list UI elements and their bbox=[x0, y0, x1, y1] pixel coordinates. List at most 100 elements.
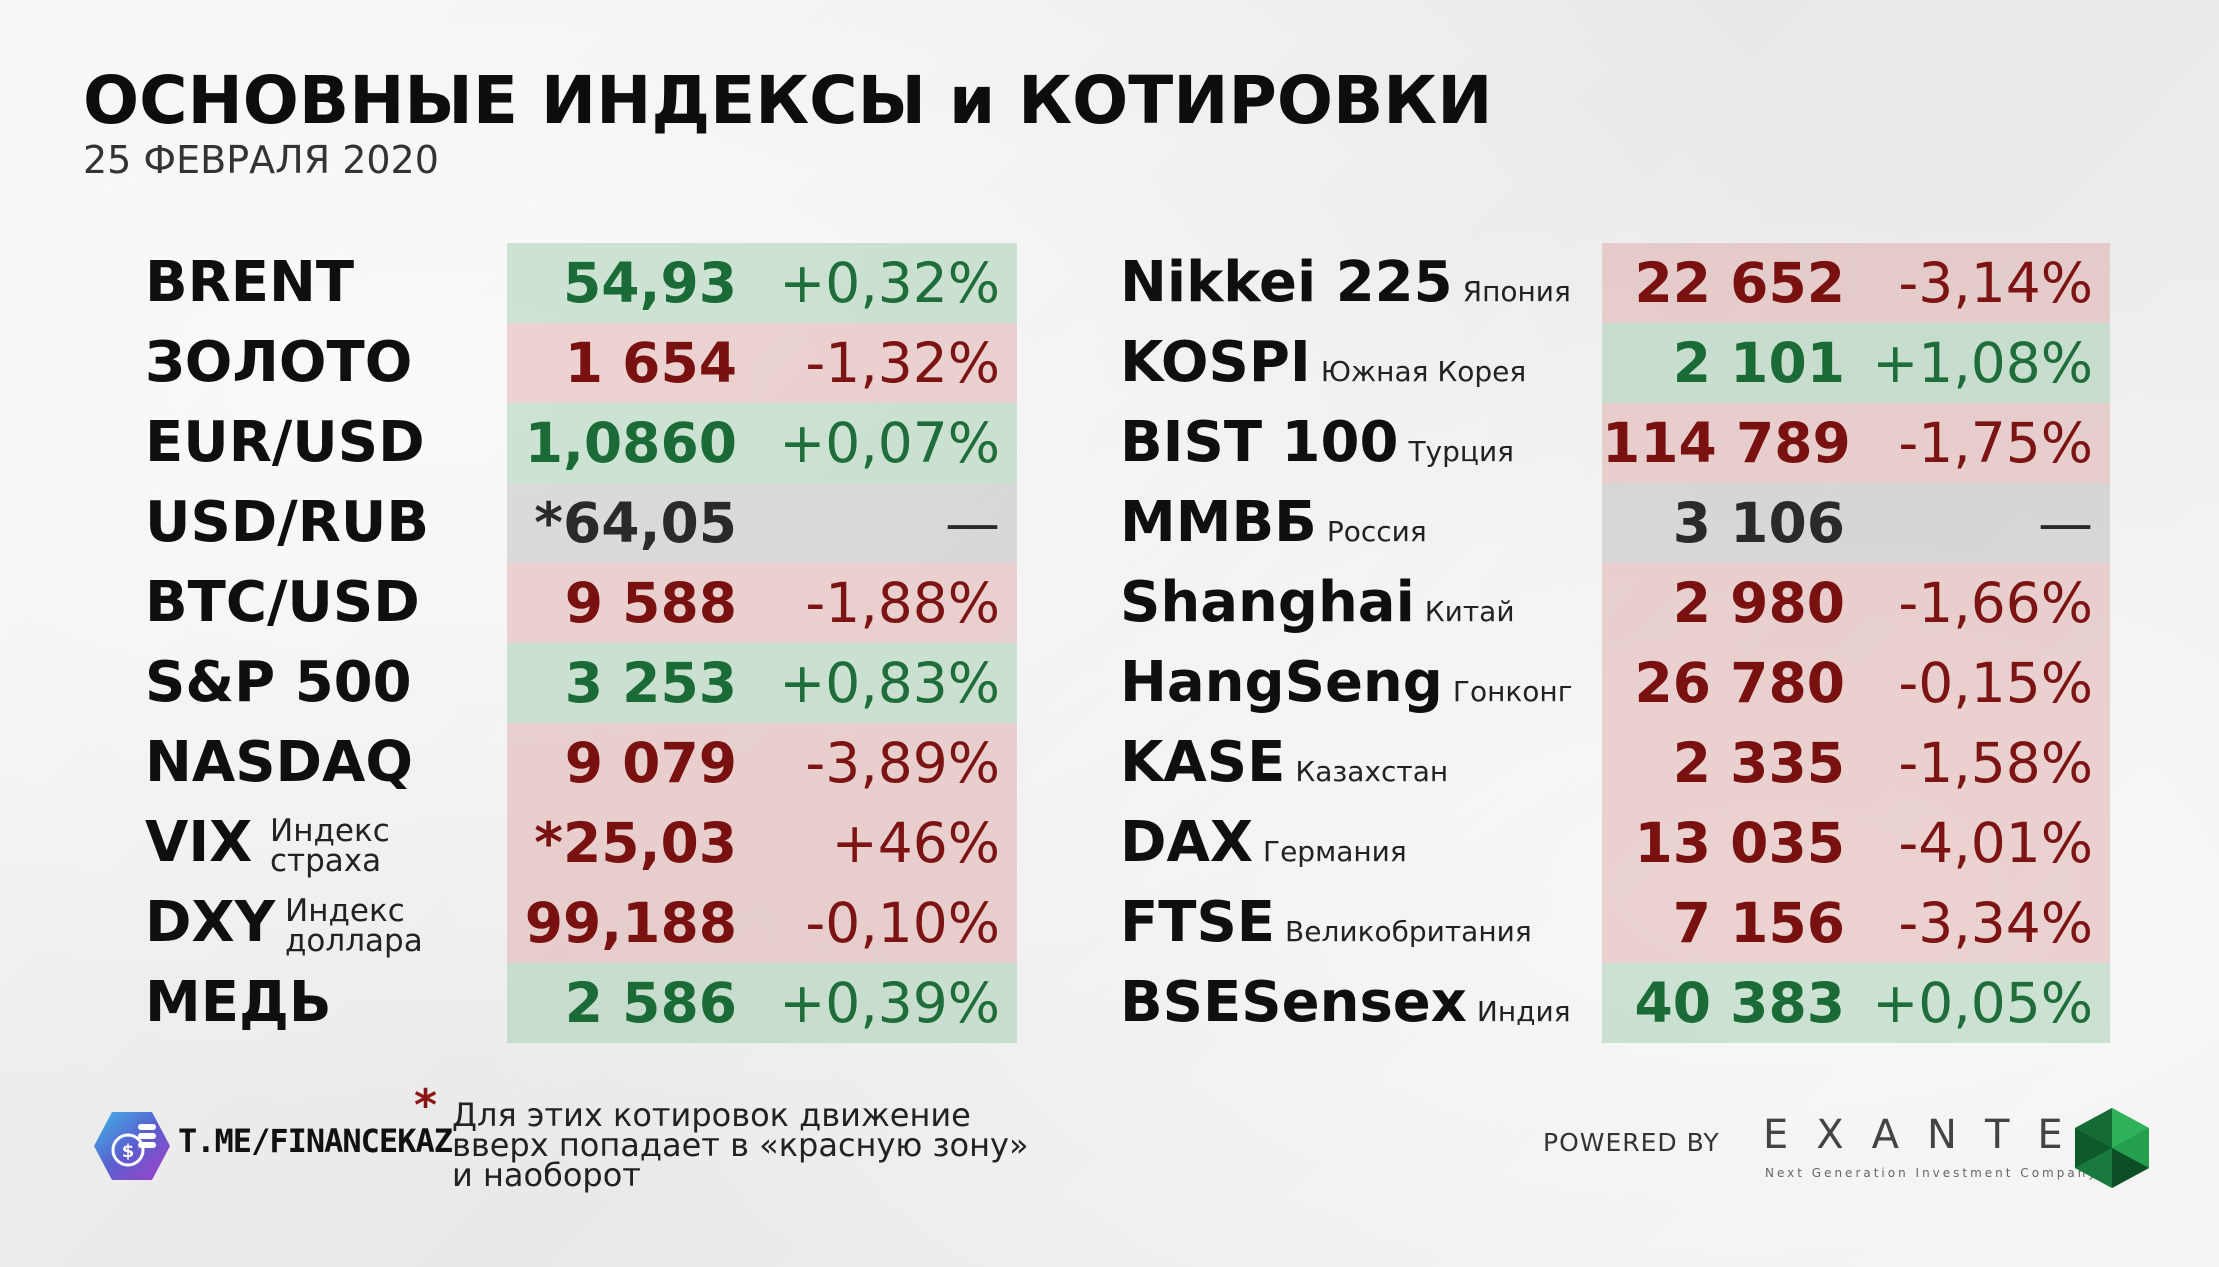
table-row: NASDAQ 9 079 -3,89% bbox=[0, 723, 1100, 803]
quote-cell-background bbox=[507, 723, 1017, 803]
quote-cell-background bbox=[1602, 563, 2110, 643]
table-row: EUR/USD 1,0860 +0,07% bbox=[0, 403, 1100, 483]
quote-change: -0,10% bbox=[805, 891, 1000, 955]
quote-country: Германия bbox=[1263, 835, 1407, 868]
table-row: DXY Индекс доллара 99,188 -0,10% bbox=[0, 883, 1100, 963]
quote-name-text: HangSeng bbox=[1120, 650, 1443, 715]
quote-value: 40 383 bbox=[1634, 971, 1846, 1035]
exante-tagline: Next Generation Investment Company bbox=[1765, 1166, 2099, 1180]
quote-name: BRENT bbox=[145, 243, 354, 323]
quote-name-text: Nikkei 225 bbox=[1120, 250, 1453, 315]
quote-change: +0,83% bbox=[779, 651, 1000, 715]
quote-name: DXY bbox=[145, 883, 275, 963]
quote-value: 1 654 bbox=[564, 331, 737, 395]
quote-country: Россия bbox=[1326, 515, 1427, 548]
footnote-text: Для этих котировок движение вверх попада… bbox=[452, 1096, 1092, 1191]
footnote-star: * bbox=[414, 1080, 438, 1131]
quote-country: Южная Корея bbox=[1320, 355, 1527, 388]
quote-cell-background bbox=[1602, 803, 2110, 883]
table-row: VIX Индекс страха *25,03 +46% bbox=[0, 803, 1100, 883]
quote-change: — bbox=[2038, 491, 2093, 555]
quote-change: -1,88% bbox=[805, 571, 1000, 635]
quote-name: BSESensex Индия bbox=[1120, 963, 1571, 1043]
quote-name-text: ММВБ bbox=[1120, 490, 1317, 555]
quote-change: -1,75% bbox=[1898, 411, 2093, 475]
quote-name-text: DXY bbox=[145, 890, 276, 955]
table-row: BSESensex Индия 40 383 +0,05% bbox=[0, 963, 2219, 1043]
quote-change: -3,89% bbox=[805, 731, 1000, 795]
quote-name: ЗОЛОТО bbox=[145, 323, 412, 403]
quote-name-text: ЗОЛОТО bbox=[145, 330, 413, 395]
quote-name: EUR/USD bbox=[145, 403, 425, 483]
channel-logo-icon: $ bbox=[94, 1112, 170, 1180]
quote-name: USD/RUB bbox=[145, 483, 429, 563]
footnote-line: Для этих котировок движение bbox=[452, 1096, 971, 1134]
channel-link[interactable]: T.ME/FINANCEKAZ bbox=[178, 1122, 453, 1160]
quote-cell-background bbox=[507, 883, 1017, 963]
quote-cell-background bbox=[1602, 243, 2110, 323]
table-row: Nikkei 225 Япония 22 652 -3,14% bbox=[0, 243, 2219, 323]
quote-value: 114 789 bbox=[1602, 411, 1851, 475]
quote-cell-background bbox=[1602, 883, 2110, 963]
table-row: BIST 100 Турция 114 789 -1,75% bbox=[0, 403, 2219, 483]
quote-name: МЕДЬ bbox=[145, 963, 332, 1043]
quote-subtitle-line: Индекс bbox=[270, 813, 390, 849]
quote-value: *25,03 bbox=[534, 811, 737, 875]
table-row: DAX Германия 13 035 -4,01% bbox=[0, 803, 2219, 883]
powered-by-label: POWERED BY bbox=[1543, 1128, 1720, 1157]
quote-cell-background bbox=[507, 243, 1017, 323]
quote-value: 26 780 bbox=[1634, 651, 1846, 715]
quote-name-text: BTC/USD bbox=[145, 570, 420, 635]
quote-value: 7 156 bbox=[1672, 891, 1845, 955]
quote-change: +46% bbox=[831, 811, 1000, 875]
quote-cell-background bbox=[507, 643, 1017, 723]
quote-value: 22 652 bbox=[1634, 251, 1846, 315]
quote-country: Турция bbox=[1408, 435, 1514, 468]
svg-text:$: $ bbox=[122, 1141, 135, 1162]
quote-name: ММВБ Россия bbox=[1120, 483, 1427, 563]
quote-value: 13 035 bbox=[1634, 811, 1846, 875]
quote-name-text: DAX bbox=[1120, 810, 1253, 875]
quote-name: DAX Германия bbox=[1120, 803, 1407, 883]
table-row: KOSPI Южная Корея 2 101 +1,08% bbox=[0, 323, 2219, 403]
quote-value: 9 588 bbox=[564, 571, 737, 635]
quote-value: 3 106 bbox=[1672, 491, 1845, 555]
quote-value: 54,93 bbox=[563, 251, 737, 315]
quote-name: KASE Казахстан bbox=[1120, 723, 1448, 803]
quote-subtitle-line: доллара bbox=[285, 923, 423, 959]
quote-name: S&P 500 bbox=[145, 643, 412, 723]
quote-name-text: NASDAQ bbox=[145, 730, 413, 795]
quote-name-text: KOSPI bbox=[1120, 330, 1311, 395]
quote-cell-background bbox=[1602, 643, 2110, 723]
quote-name-text: BSESensex bbox=[1120, 970, 1467, 1035]
quote-cell-background bbox=[507, 483, 1017, 563]
table-row: FTSE Великобритания 7 156 -3,34% bbox=[0, 883, 2219, 963]
table-row: KASE Казахстан 2 335 -1,58% bbox=[0, 723, 2219, 803]
quote-subtitle: Индекс доллара bbox=[285, 893, 423, 959]
quote-name-text: USD/RUB bbox=[145, 490, 430, 555]
quote-value: 9 079 bbox=[564, 731, 737, 795]
quote-value: 2 335 bbox=[1672, 731, 1845, 795]
footnote-line: вверх попадает в «красную зону» bbox=[452, 1126, 1029, 1164]
quote-cell-background bbox=[1602, 483, 2110, 563]
quote-cell-background bbox=[507, 963, 1017, 1043]
quote-name-text: МЕДЬ bbox=[145, 970, 332, 1035]
table-row: S&P 500 3 253 +0,83% bbox=[0, 643, 1100, 723]
table-row: ЗОЛОТО 1 654 -1,32% bbox=[0, 323, 1100, 403]
table-row: HangSeng Гонконг 26 780 -0,15% bbox=[0, 643, 2219, 723]
page-title: ОСНОВНЫЕ ИНДЕКСЫ и КОТИРОВКИ bbox=[83, 62, 1493, 139]
quote-name-text: FTSE bbox=[1120, 890, 1276, 955]
table-row: BRENT 54,93 +0,32% bbox=[0, 243, 1100, 323]
quote-change: -0,15% bbox=[1898, 651, 2093, 715]
quote-change: +0,05% bbox=[1872, 971, 2093, 1035]
quote-name: NASDAQ bbox=[145, 723, 413, 803]
quote-name-text: Shanghai bbox=[1120, 570, 1415, 635]
quote-name-text: BRENT bbox=[145, 250, 355, 315]
quote-country: Казахстан bbox=[1295, 755, 1449, 788]
quote-subtitle-line: Индекс bbox=[285, 893, 405, 929]
quote-change: -3,34% bbox=[1898, 891, 2093, 955]
quote-cell-background bbox=[507, 563, 1017, 643]
quote-name-text: KASE bbox=[1120, 730, 1286, 795]
table-row: Shanghai Китай 2 980 -1,66% bbox=[0, 563, 2219, 643]
quote-country: Гонконг bbox=[1452, 675, 1573, 708]
